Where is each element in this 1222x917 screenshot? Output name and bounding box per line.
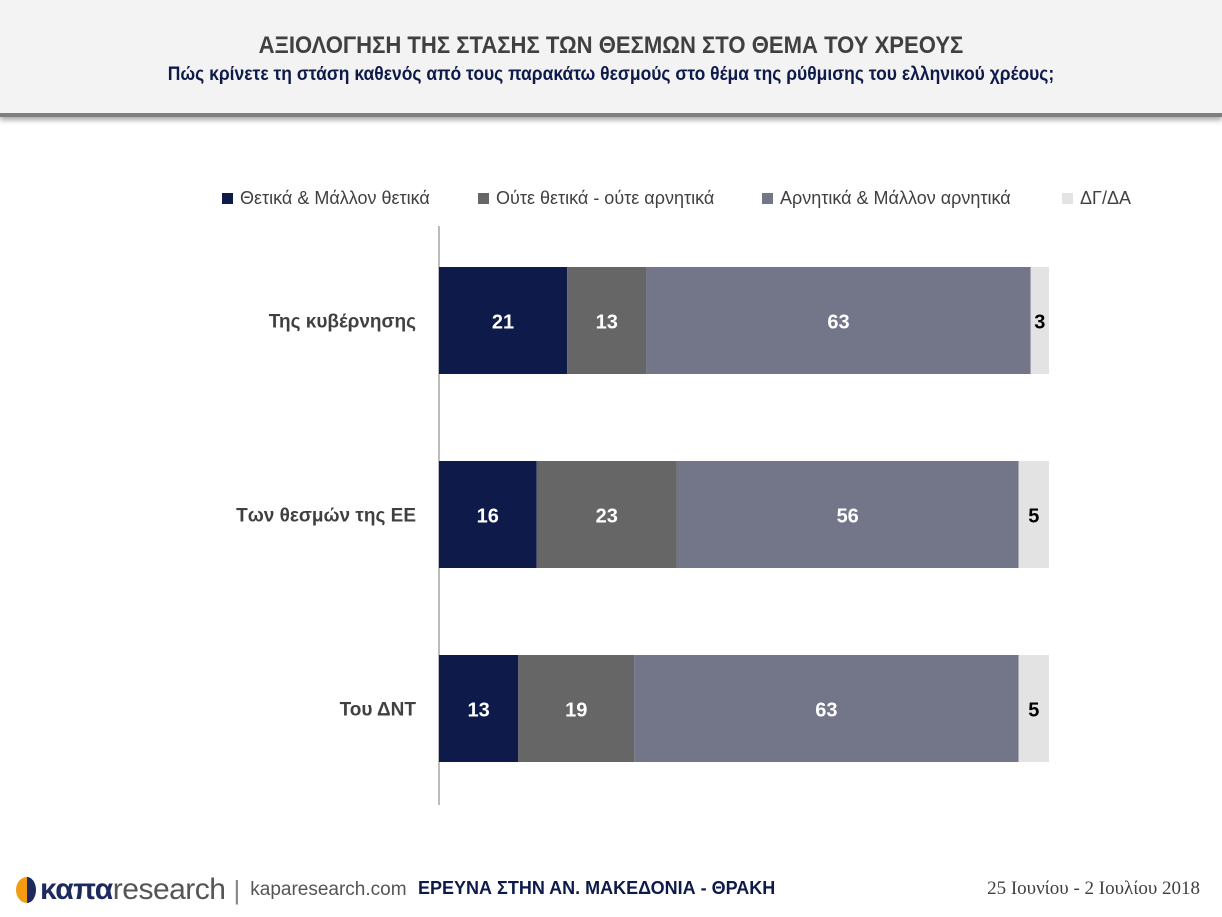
legend-label-positive: Θετικά & Μάλλον θετικά — [240, 188, 430, 208]
legend-item-neutral: Ούτε θετικά - ούτε αρνητικά — [478, 188, 714, 209]
bar-segment — [567, 267, 647, 374]
legend-item-negative: Αρνητικά & Μάλλον αρνητικά — [762, 188, 1011, 209]
data-label: 19 — [565, 700, 587, 722]
bar-segment — [439, 655, 519, 762]
category-label: Των θεσμών της ΕΕ — [236, 506, 416, 527]
data-label: 56 — [837, 506, 859, 528]
data-label: 23 — [596, 506, 618, 528]
logo-bold-part: καπα — [40, 873, 113, 906]
survey-region: ΕΡΕΥΝΑ ΣΤΗΝ ΑΝ. ΜΑΚΕΔΟΝΙΑ - ΘΡΑΚΗ — [418, 878, 776, 898]
logo-wordmark: καπαresearch — [40, 873, 226, 907]
bar-segment — [1018, 655, 1049, 762]
chart-subtitle: Πώς κρίνετε τη στάση καθενός από τους πα… — [167, 64, 1055, 85]
legend-swatch-negative — [762, 193, 773, 204]
data-label: 3 — [1034, 312, 1045, 334]
legend-item-dk: ΔΓ/ΔΑ — [1062, 188, 1131, 209]
legend-label-dk: ΔΓ/ΔΑ — [1080, 188, 1131, 208]
data-label: 5 — [1028, 506, 1039, 528]
chart-title: ΑΞΙΟΛΟΓΗΣΗ ΤΗΣ ΣΤΑΣΗΣ ΤΩΝ ΘΕΣΜΩΝ ΣΤΟ ΘΕΜ… — [258, 32, 964, 59]
legend-label-negative: Αρνητικά & Μάλλον αρνητικά — [780, 188, 1011, 208]
survey-dates: 25 Ιουνίου - 2 Ιουλίου 2018 — [987, 878, 1200, 899]
data-label: 13 — [596, 312, 618, 334]
legend-item-positive: Θετικά & Μάλλον θετικά — [222, 188, 430, 209]
logo-rest-part: research — [112, 873, 226, 906]
kapa-research-logo: καπαresearch | kaparesearch.com — [14, 870, 407, 910]
website-link[interactable]: kaparesearch.com — [250, 879, 407, 900]
data-label: 13 — [468, 700, 490, 722]
legend-swatch-neutral — [478, 193, 489, 204]
bar-segment — [536, 461, 677, 568]
bar-segment — [1018, 461, 1049, 568]
bar-segment — [439, 267, 568, 374]
data-label: 21 — [492, 312, 514, 334]
logo-mark-icon — [16, 877, 36, 903]
category-label: Της κυβέρνησης — [269, 312, 416, 333]
legend-swatch-positive — [222, 193, 233, 204]
legend: Θετικά & Μάλλον θετικά Ούτε θετικά - ούτ… — [0, 188, 1222, 212]
bar-segment — [634, 655, 1019, 762]
logo-separator: | — [233, 874, 241, 905]
bar-segment — [1030, 267, 1049, 374]
bar-segment — [439, 461, 537, 568]
bar-segment — [676, 461, 1019, 568]
legend-swatch-dk — [1062, 193, 1073, 204]
data-label: 63 — [815, 700, 837, 722]
bar-segment — [518, 655, 635, 762]
header-band: ΑΞΙΟΛΟΓΗΣΗ ΤΗΣ ΣΤΑΣΗΣ ΤΩΝ ΘΕΣΜΩΝ ΣΤΟ ΘΕΜ… — [0, 0, 1222, 117]
data-label: 5 — [1028, 700, 1039, 722]
data-label: 63 — [827, 312, 849, 334]
bar-segment — [646, 267, 1031, 374]
data-label: 16 — [477, 506, 499, 528]
category-label: Του ΔΝΤ — [340, 700, 417, 721]
legend-label-neutral: Ούτε θετικά - ούτε αρνητικά — [496, 188, 715, 208]
